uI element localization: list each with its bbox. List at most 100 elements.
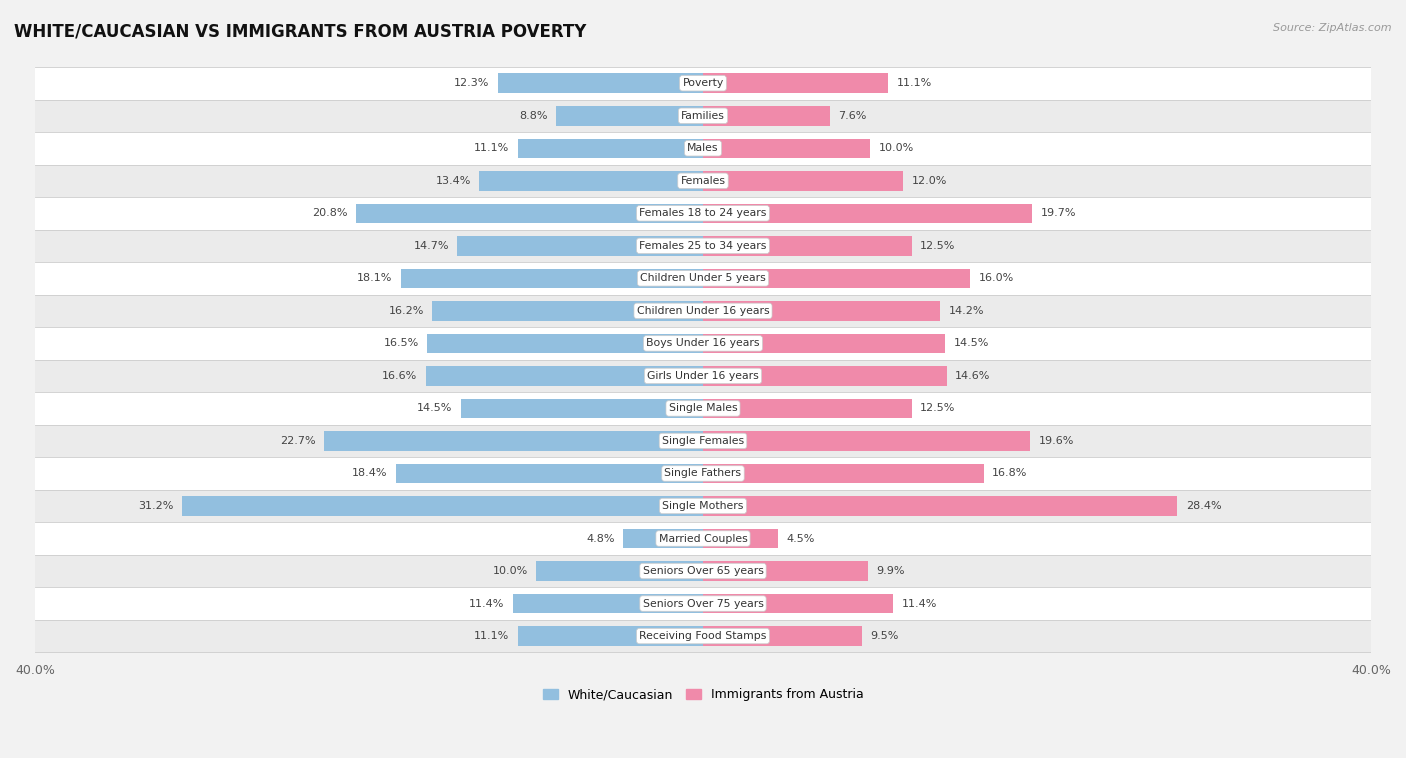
Text: Females: Females: [681, 176, 725, 186]
Text: 11.4%: 11.4%: [468, 599, 505, 609]
Text: 28.4%: 28.4%: [1185, 501, 1222, 511]
Text: 10.0%: 10.0%: [492, 566, 527, 576]
Bar: [35, 359, 1371, 392]
Bar: [35, 230, 1371, 262]
Bar: [427, 334, 703, 353]
Bar: [536, 561, 703, 581]
Text: 16.8%: 16.8%: [993, 468, 1028, 478]
Text: Children Under 16 years: Children Under 16 years: [637, 306, 769, 316]
Bar: [517, 139, 703, 158]
Bar: [323, 431, 703, 451]
Bar: [703, 561, 869, 581]
Text: 10.0%: 10.0%: [879, 143, 914, 153]
Text: 7.6%: 7.6%: [838, 111, 866, 121]
Text: 14.6%: 14.6%: [955, 371, 991, 381]
Text: 12.0%: 12.0%: [911, 176, 948, 186]
Bar: [395, 464, 703, 483]
Text: Seniors Over 75 years: Seniors Over 75 years: [643, 599, 763, 609]
Text: Families: Families: [681, 111, 725, 121]
Text: 14.5%: 14.5%: [418, 403, 453, 413]
Bar: [703, 529, 778, 548]
Text: Single Males: Single Males: [669, 403, 737, 413]
Bar: [623, 529, 703, 548]
Bar: [181, 496, 703, 515]
Bar: [35, 522, 1371, 555]
Text: Source: ZipAtlas.com: Source: ZipAtlas.com: [1274, 23, 1392, 33]
Bar: [35, 490, 1371, 522]
Text: 8.8%: 8.8%: [519, 111, 548, 121]
Text: Girls Under 16 years: Girls Under 16 years: [647, 371, 759, 381]
Bar: [35, 295, 1371, 327]
Text: 14.5%: 14.5%: [953, 338, 988, 349]
Text: 11.1%: 11.1%: [474, 143, 509, 153]
Text: Females 25 to 34 years: Females 25 to 34 years: [640, 241, 766, 251]
Bar: [35, 164, 1371, 197]
Bar: [703, 301, 941, 321]
Bar: [703, 236, 911, 255]
Text: Males: Males: [688, 143, 718, 153]
Text: 16.2%: 16.2%: [388, 306, 425, 316]
Text: 11.1%: 11.1%: [897, 78, 932, 88]
Text: 9.5%: 9.5%: [870, 631, 898, 641]
Text: 18.4%: 18.4%: [352, 468, 387, 478]
Text: 13.4%: 13.4%: [436, 176, 471, 186]
Text: 20.8%: 20.8%: [312, 208, 347, 218]
Text: WHITE/CAUCASIAN VS IMMIGRANTS FROM AUSTRIA POVERTY: WHITE/CAUCASIAN VS IMMIGRANTS FROM AUSTR…: [14, 23, 586, 41]
Bar: [479, 171, 703, 190]
Bar: [703, 399, 911, 418]
Bar: [703, 626, 862, 646]
Text: Boys Under 16 years: Boys Under 16 years: [647, 338, 759, 349]
Bar: [35, 620, 1371, 653]
Bar: [461, 399, 703, 418]
Bar: [703, 139, 870, 158]
Bar: [703, 106, 830, 126]
Text: 4.8%: 4.8%: [586, 534, 614, 543]
Bar: [35, 392, 1371, 424]
Bar: [35, 327, 1371, 359]
Text: Poverty: Poverty: [682, 78, 724, 88]
Bar: [356, 204, 703, 223]
Text: Seniors Over 65 years: Seniors Over 65 years: [643, 566, 763, 576]
Bar: [35, 67, 1371, 99]
Bar: [703, 268, 970, 288]
Text: Receiving Food Stamps: Receiving Food Stamps: [640, 631, 766, 641]
Text: 12.5%: 12.5%: [920, 403, 956, 413]
Text: 11.4%: 11.4%: [901, 599, 938, 609]
Bar: [555, 106, 703, 126]
Bar: [35, 197, 1371, 230]
Bar: [703, 74, 889, 93]
Bar: [703, 496, 1177, 515]
Bar: [703, 366, 946, 386]
Bar: [457, 236, 703, 255]
Text: Females 18 to 24 years: Females 18 to 24 years: [640, 208, 766, 218]
Bar: [426, 366, 703, 386]
Bar: [35, 555, 1371, 587]
Bar: [703, 171, 904, 190]
Text: 12.5%: 12.5%: [920, 241, 956, 251]
Bar: [517, 626, 703, 646]
Text: 16.6%: 16.6%: [382, 371, 418, 381]
Text: 19.7%: 19.7%: [1040, 208, 1076, 218]
Bar: [433, 301, 703, 321]
Bar: [35, 262, 1371, 295]
Bar: [703, 204, 1032, 223]
Bar: [703, 464, 984, 483]
Bar: [513, 594, 703, 613]
Bar: [703, 594, 893, 613]
Bar: [498, 74, 703, 93]
Bar: [35, 587, 1371, 620]
Text: Single Fathers: Single Fathers: [665, 468, 741, 478]
Bar: [703, 431, 1031, 451]
Text: 31.2%: 31.2%: [138, 501, 173, 511]
Bar: [35, 132, 1371, 164]
Bar: [35, 424, 1371, 457]
Text: 11.1%: 11.1%: [474, 631, 509, 641]
Bar: [35, 99, 1371, 132]
Text: 16.5%: 16.5%: [384, 338, 419, 349]
Bar: [703, 334, 945, 353]
Text: Single Mothers: Single Mothers: [662, 501, 744, 511]
Bar: [401, 268, 703, 288]
Text: 14.2%: 14.2%: [949, 306, 984, 316]
Text: 14.7%: 14.7%: [413, 241, 449, 251]
Text: Single Females: Single Females: [662, 436, 744, 446]
